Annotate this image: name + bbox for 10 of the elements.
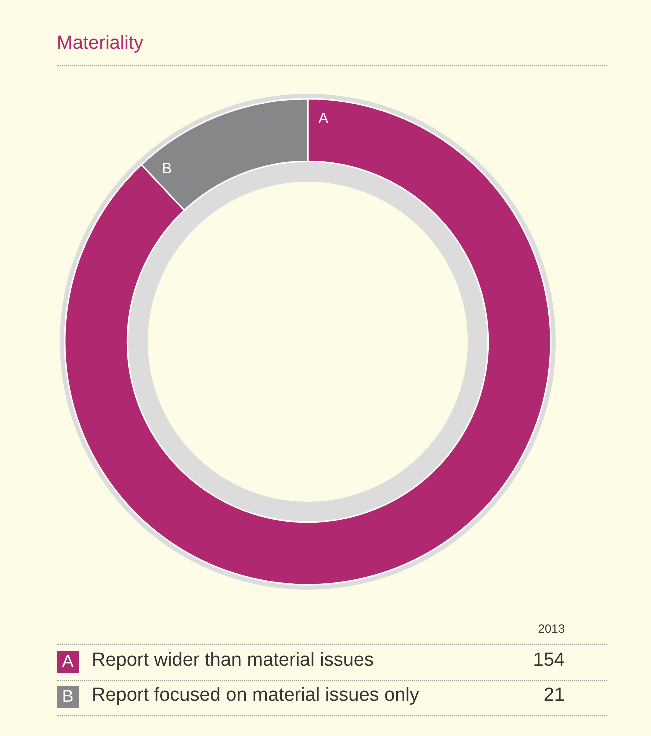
chart-title: Materiality <box>57 33 144 55</box>
text: B <box>162 160 172 178</box>
legend-label: Report focused on material issues only <box>92 685 420 707</box>
legend-label: Report wider than material issues <box>92 650 374 672</box>
text: A <box>318 110 329 128</box>
data-label: 154 <box>532 650 565 672</box>
text: B <box>62 687 74 706</box>
data-label: 21 <box>542 685 565 707</box>
text: A <box>62 652 74 671</box>
legend-title: 2013 <box>537 622 565 636</box>
